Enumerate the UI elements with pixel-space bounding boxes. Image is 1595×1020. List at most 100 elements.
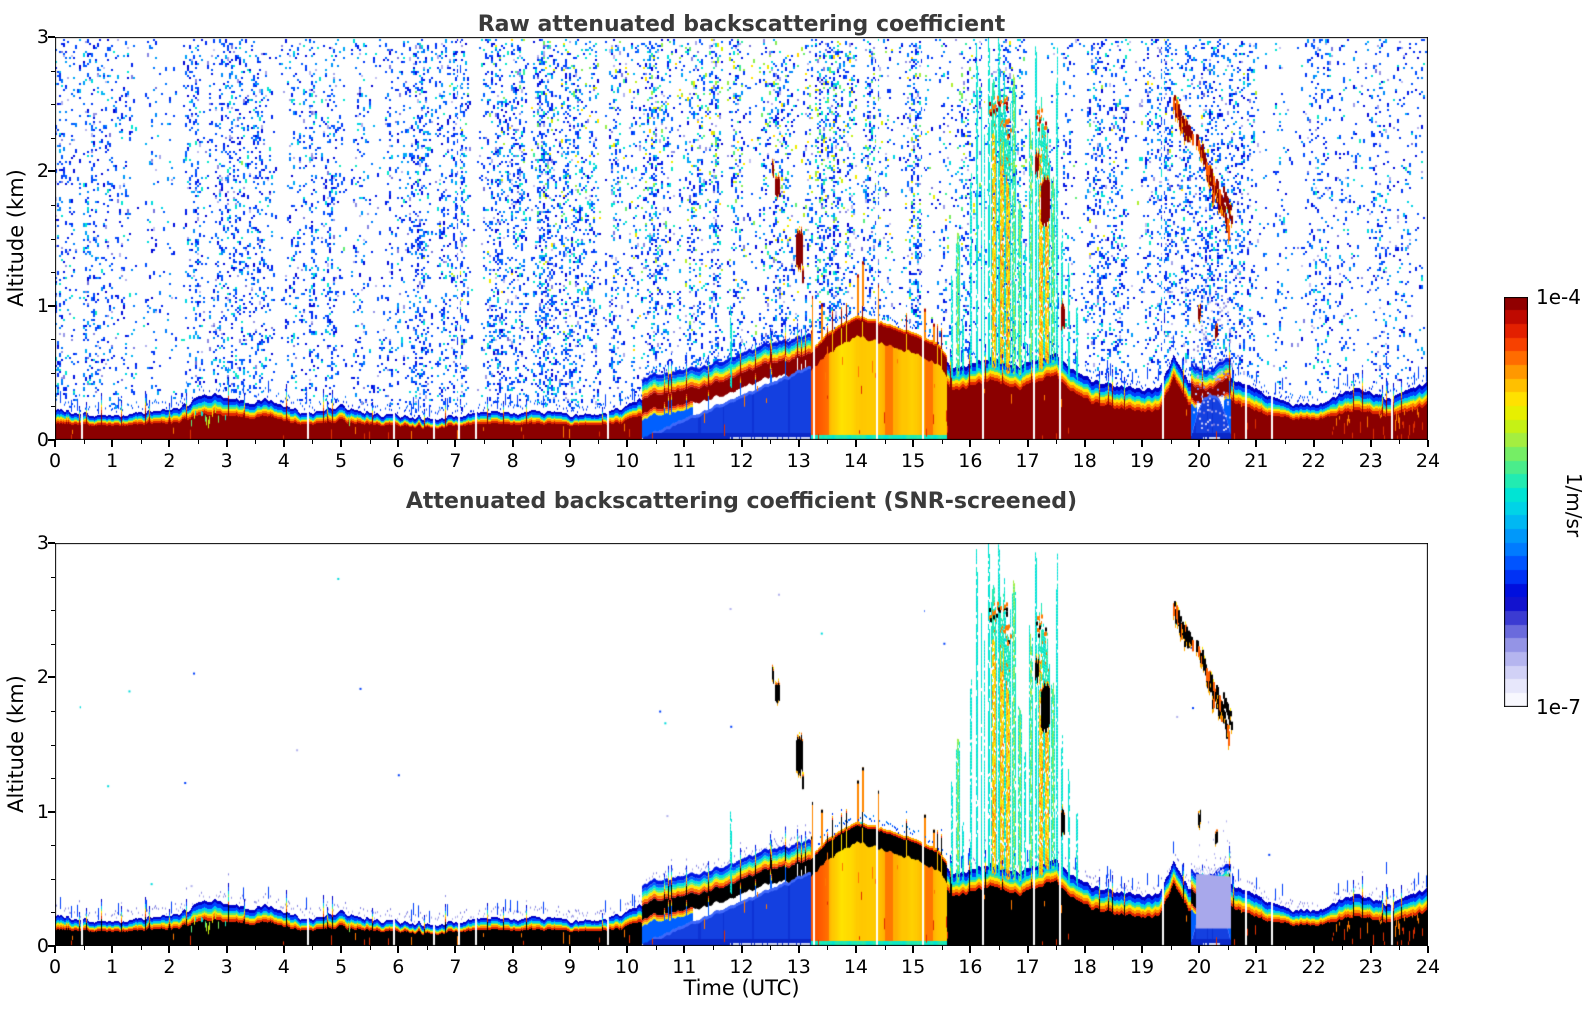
x-tick-label: 1	[106, 956, 119, 978]
x-tick-label: 22	[1301, 956, 1326, 978]
x-tick	[111, 946, 114, 953]
x-tick-label: 9	[563, 450, 576, 472]
x-tick-label: 15	[901, 956, 926, 978]
x-minor-tick	[712, 440, 714, 444]
x-tick	[1198, 440, 1201, 447]
x-tick	[282, 440, 285, 447]
x-tick-label: 19	[1129, 956, 1155, 978]
x-tick	[568, 946, 571, 953]
x-tick	[54, 946, 56, 953]
x-tick	[1369, 946, 1372, 953]
y-minor-tick	[51, 339, 55, 341]
colorbar	[1504, 297, 1528, 707]
x-tick	[511, 946, 514, 953]
y-tick	[48, 439, 55, 441]
x-tick-label: 8	[506, 450, 519, 472]
y-minor-tick	[51, 70, 55, 72]
x-minor-tick	[770, 440, 772, 444]
x-tick-label: 11	[672, 450, 697, 472]
x-tick-label: 3	[220, 450, 233, 472]
x-tick	[1427, 946, 1429, 953]
x-tick-label: 17	[1015, 956, 1040, 978]
x-tick	[54, 440, 56, 447]
x-tick	[1255, 440, 1258, 447]
x-tick-label: 0	[48, 956, 62, 978]
x-tick-label: 6	[392, 956, 405, 978]
x-minor-tick	[426, 946, 428, 950]
x-tick-label: 16	[958, 956, 983, 978]
y-tick	[48, 304, 55, 307]
x-tick	[397, 440, 400, 447]
x-tick	[454, 946, 457, 953]
y-minor-tick	[51, 643, 55, 645]
x-tick-label: 23	[1358, 450, 1383, 472]
y-minor-tick	[51, 372, 55, 374]
y-tick	[48, 36, 55, 38]
x-tick	[1083, 946, 1086, 953]
y-tick-label: 1	[36, 800, 49, 823]
x-tick	[340, 440, 343, 447]
x-minor-tick	[426, 440, 428, 444]
x-tick	[854, 946, 857, 953]
x-tick	[854, 440, 857, 447]
x-tick-label: 10	[614, 956, 640, 978]
x-minor-tick	[998, 946, 1000, 950]
x-minor-tick	[998, 440, 1000, 444]
y-minor-tick	[51, 878, 55, 880]
x-tick	[1140, 946, 1143, 953]
x-tick	[683, 946, 686, 953]
y-minor-tick	[51, 912, 55, 914]
x-tick-label: 3	[220, 956, 233, 978]
y-minor-tick	[51, 204, 55, 206]
x-minor-tick	[1056, 440, 1058, 444]
y-axis-label-raw: Altitude (km)	[4, 169, 28, 307]
x-minor-tick	[941, 440, 943, 444]
y-tick	[48, 170, 55, 173]
x-minor-tick	[541, 946, 543, 950]
x-tick-label: 5	[334, 956, 348, 978]
x-tick-label: 13	[786, 450, 811, 472]
y-minor-tick	[51, 238, 55, 240]
colorbar-min-label: 1e-7	[1536, 695, 1581, 719]
x-minor-tick	[598, 946, 600, 950]
x-minor-tick	[1227, 440, 1229, 444]
x-minor-tick	[1227, 946, 1229, 950]
x-tick	[1312, 946, 1315, 953]
x-minor-tick	[1342, 946, 1344, 950]
y-tick-label: 0	[36, 429, 49, 451]
x-tick	[1140, 440, 1143, 447]
x-tick	[1083, 440, 1086, 447]
y-tick-label: 2	[36, 666, 49, 689]
x-minor-tick	[255, 440, 257, 444]
x-tick-label: 7	[449, 956, 462, 978]
x-tick	[454, 440, 457, 447]
x-tick-label: 24	[1415, 450, 1441, 472]
x-tick	[969, 440, 972, 447]
x-tick	[511, 440, 514, 447]
x-minor-tick	[827, 440, 829, 444]
x-minor-tick	[712, 946, 714, 950]
x-tick	[912, 946, 915, 953]
x-minor-tick	[655, 440, 657, 444]
x-tick-label: 4	[277, 956, 290, 978]
x-minor-tick	[198, 440, 200, 444]
x-minor-tick	[312, 946, 314, 950]
x-tick	[969, 946, 972, 953]
x-axis-label: Time (UTC)	[683, 976, 800, 1000]
x-tick-label: 12	[729, 956, 754, 978]
y-minor-tick	[51, 710, 55, 712]
x-tick-label: 17	[1015, 450, 1040, 472]
y-minor-tick	[51, 610, 55, 612]
x-minor-tick	[255, 946, 257, 950]
x-tick	[340, 946, 343, 953]
y-axis-label-screened: Altitude (km)	[4, 675, 28, 813]
x-minor-tick	[484, 440, 486, 444]
x-minor-tick	[198, 946, 200, 950]
x-tick	[740, 440, 743, 447]
x-minor-tick	[941, 946, 943, 950]
x-minor-tick	[770, 946, 772, 950]
y-minor-tick	[51, 104, 55, 106]
x-tick-label: 4	[277, 450, 290, 472]
x-minor-tick	[140, 440, 142, 444]
